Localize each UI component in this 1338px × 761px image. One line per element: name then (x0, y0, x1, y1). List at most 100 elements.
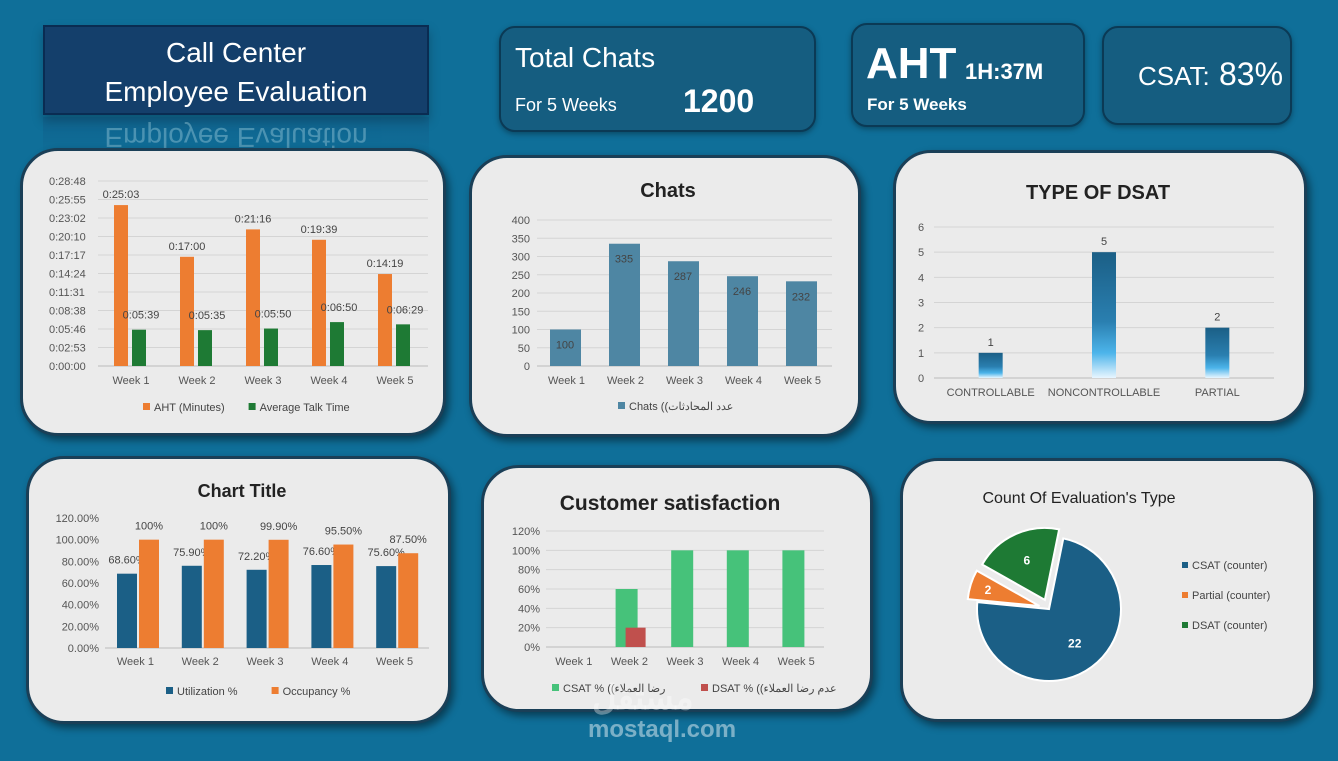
data-label: 22 (1068, 637, 1082, 651)
data-label: 232 (792, 291, 810, 303)
bar (625, 627, 646, 647)
kpi-total-chats-sublabel: For 5 Weeks (515, 95, 617, 115)
chart-title: TYPE OF DSAT (1026, 182, 1170, 204)
data-label: 68.60% (108, 555, 146, 567)
data-label: 5 (1101, 236, 1107, 248)
bar (268, 539, 289, 648)
bar (378, 274, 392, 366)
y-tick-label: 350 (512, 233, 530, 245)
y-tick-label: 4 (918, 272, 924, 284)
kpi-total-chats-label: Total Chats (515, 42, 656, 73)
legend-swatch (143, 403, 150, 410)
data-label: 0:05:50 (255, 309, 292, 321)
y-tick-label: 200 (512, 288, 530, 300)
y-tick-label: 400 (512, 215, 530, 227)
x-tick-label: Week 4 (310, 375, 347, 387)
bar (1205, 327, 1230, 378)
legend-swatch (1182, 592, 1188, 598)
aht-talk-time-chart: 0:00:00 0:02:53 0:05:46 0:08:38 0:11:31 0:14:… (49, 176, 428, 414)
y-tick-label: 0:11:31 (49, 287, 85, 299)
kpi-total-chats-value: 1200 (683, 83, 755, 119)
bar (668, 261, 699, 366)
bar (333, 544, 354, 648)
data-label: 75.60% (368, 547, 406, 559)
bar (203, 539, 224, 648)
kpi-aht-sublabel: For 5 Weeks (867, 95, 967, 114)
x-tick-label: Week 5 (784, 375, 821, 387)
evaluation-type-chart-card: Count Of Evaluation's Type 22 2 6 CSAT (coun… (900, 458, 1316, 722)
x-tick-label: Week 4 (311, 656, 348, 668)
title-line-2: Employee Evaluation (104, 76, 368, 107)
x-tick-label: CONTROLLABLE (947, 387, 1035, 399)
y-tick-label: 0:23:02 (49, 213, 86, 225)
data-label: 2 (1214, 312, 1220, 324)
aht-chart-card: 0:00:00 0:02:53 0:05:46 0:08:38 0:11:31 0:14:… (20, 148, 446, 436)
data-label: 0:19:39 (301, 224, 338, 236)
data-label: 99.90% (260, 521, 298, 533)
data-label: 95.50% (325, 526, 363, 538)
legend-label: DSAT % ((عدم رضا العملاء (712, 683, 837, 695)
y-tick-label: 80% (518, 565, 540, 577)
y-tick-label: 150 (512, 306, 530, 318)
utilization-chart-card: Chart Title 0.00% 20.00% 40.00% 60.00% 80.00%… (26, 456, 451, 724)
kpi-csat-label: CSAT: (1138, 61, 1210, 91)
y-tick-label: 0 (524, 361, 530, 373)
y-tick-label: 0% (524, 642, 540, 654)
x-tick-label: Week 1 (548, 375, 585, 387)
dsat-type-chart: TYPE OF DSAT 0 1 2 3 4 5 6 1 CONTROLLABLE 5 NONCONT… (918, 182, 1274, 399)
y-tick-label: 120% (512, 526, 540, 538)
legend-swatch (1182, 622, 1188, 628)
bar (132, 329, 146, 366)
bar (198, 330, 212, 366)
x-tick-label: Week 2 (607, 375, 644, 387)
bar (786, 281, 817, 366)
y-tick-label: 0:08:38 (49, 306, 86, 318)
chats-chart: Chats 0 50 100 150 200 250 300 350 400 100 Week 1 33… (512, 180, 832, 413)
data-label: 6 (1024, 554, 1031, 568)
watermark: mostaql.com (588, 716, 737, 743)
y-tick-label: 0:14:24 (49, 269, 86, 281)
y-tick-label: 0.00% (68, 643, 99, 655)
y-tick-label: 60.00% (62, 578, 100, 590)
legend-label: Average Talk Time (260, 402, 350, 414)
data-label: 0:17:00 (169, 241, 206, 253)
data-label: 0:05:39 (123, 310, 160, 322)
dashboard-title: Call Center Employee Evaluation (43, 25, 429, 115)
data-label: 0:14:19 (367, 258, 404, 270)
bar (376, 566, 397, 648)
data-label: 0:06:50 (321, 302, 358, 314)
y-tick-label: 0 (918, 373, 924, 385)
x-tick-label: Week 5 (376, 375, 413, 387)
kpi-aht-value: 1H:37M (965, 59, 1044, 84)
y-tick-label: 80.00% (62, 556, 100, 568)
data-label: 0:06:29 (387, 304, 424, 316)
x-tick-label: Week 5 (778, 656, 815, 668)
legend-label: Utilization % (177, 686, 238, 698)
utilization-chart: Chart Title 0.00% 20.00% 40.00% 60.00% 80.00%… (56, 481, 429, 698)
x-tick-label: Week 4 (725, 375, 762, 387)
watermark-arabic: مستقل (592, 679, 694, 717)
dsat-type-chart-card: TYPE OF DSAT 0 1 2 3 4 5 6 1 CONTROLLABLE 5 NONCONT… (893, 150, 1307, 424)
kpi-aht-label: AHT (866, 39, 957, 88)
data-label: 100% (200, 521, 228, 533)
y-tick-label: 5 (918, 247, 924, 259)
title-line-1: Call Center (165, 37, 307, 68)
bar (609, 243, 640, 366)
bar (180, 256, 194, 366)
bar (246, 229, 260, 366)
data-label: 100% (135, 521, 163, 533)
bar (311, 565, 332, 648)
legend-label: CSAT % ((رضا العملاء (563, 683, 665, 695)
legend-swatch (1182, 562, 1188, 568)
kpi-csat: CSAT: 83% (1102, 26, 1292, 125)
bar (398, 553, 419, 648)
chats-chart-card: Chats 0 50 100 150 200 250 300 350 400 100 Week 1 33… (469, 155, 861, 437)
legend-swatch (271, 687, 279, 694)
x-tick-label: NONCONTROLLABLE (1048, 387, 1160, 399)
bar (312, 239, 326, 366)
y-tick-label: 20.00% (62, 621, 100, 633)
kpi-aht: AHT 1H:37M For 5 Weeks (851, 23, 1085, 127)
customer-satisfaction-chart: Customer satisfaction 0% 20% 40% 60% 80% 100% 1… (512, 492, 837, 695)
chart-title: Chart Title (198, 481, 287, 501)
bar (726, 550, 749, 647)
